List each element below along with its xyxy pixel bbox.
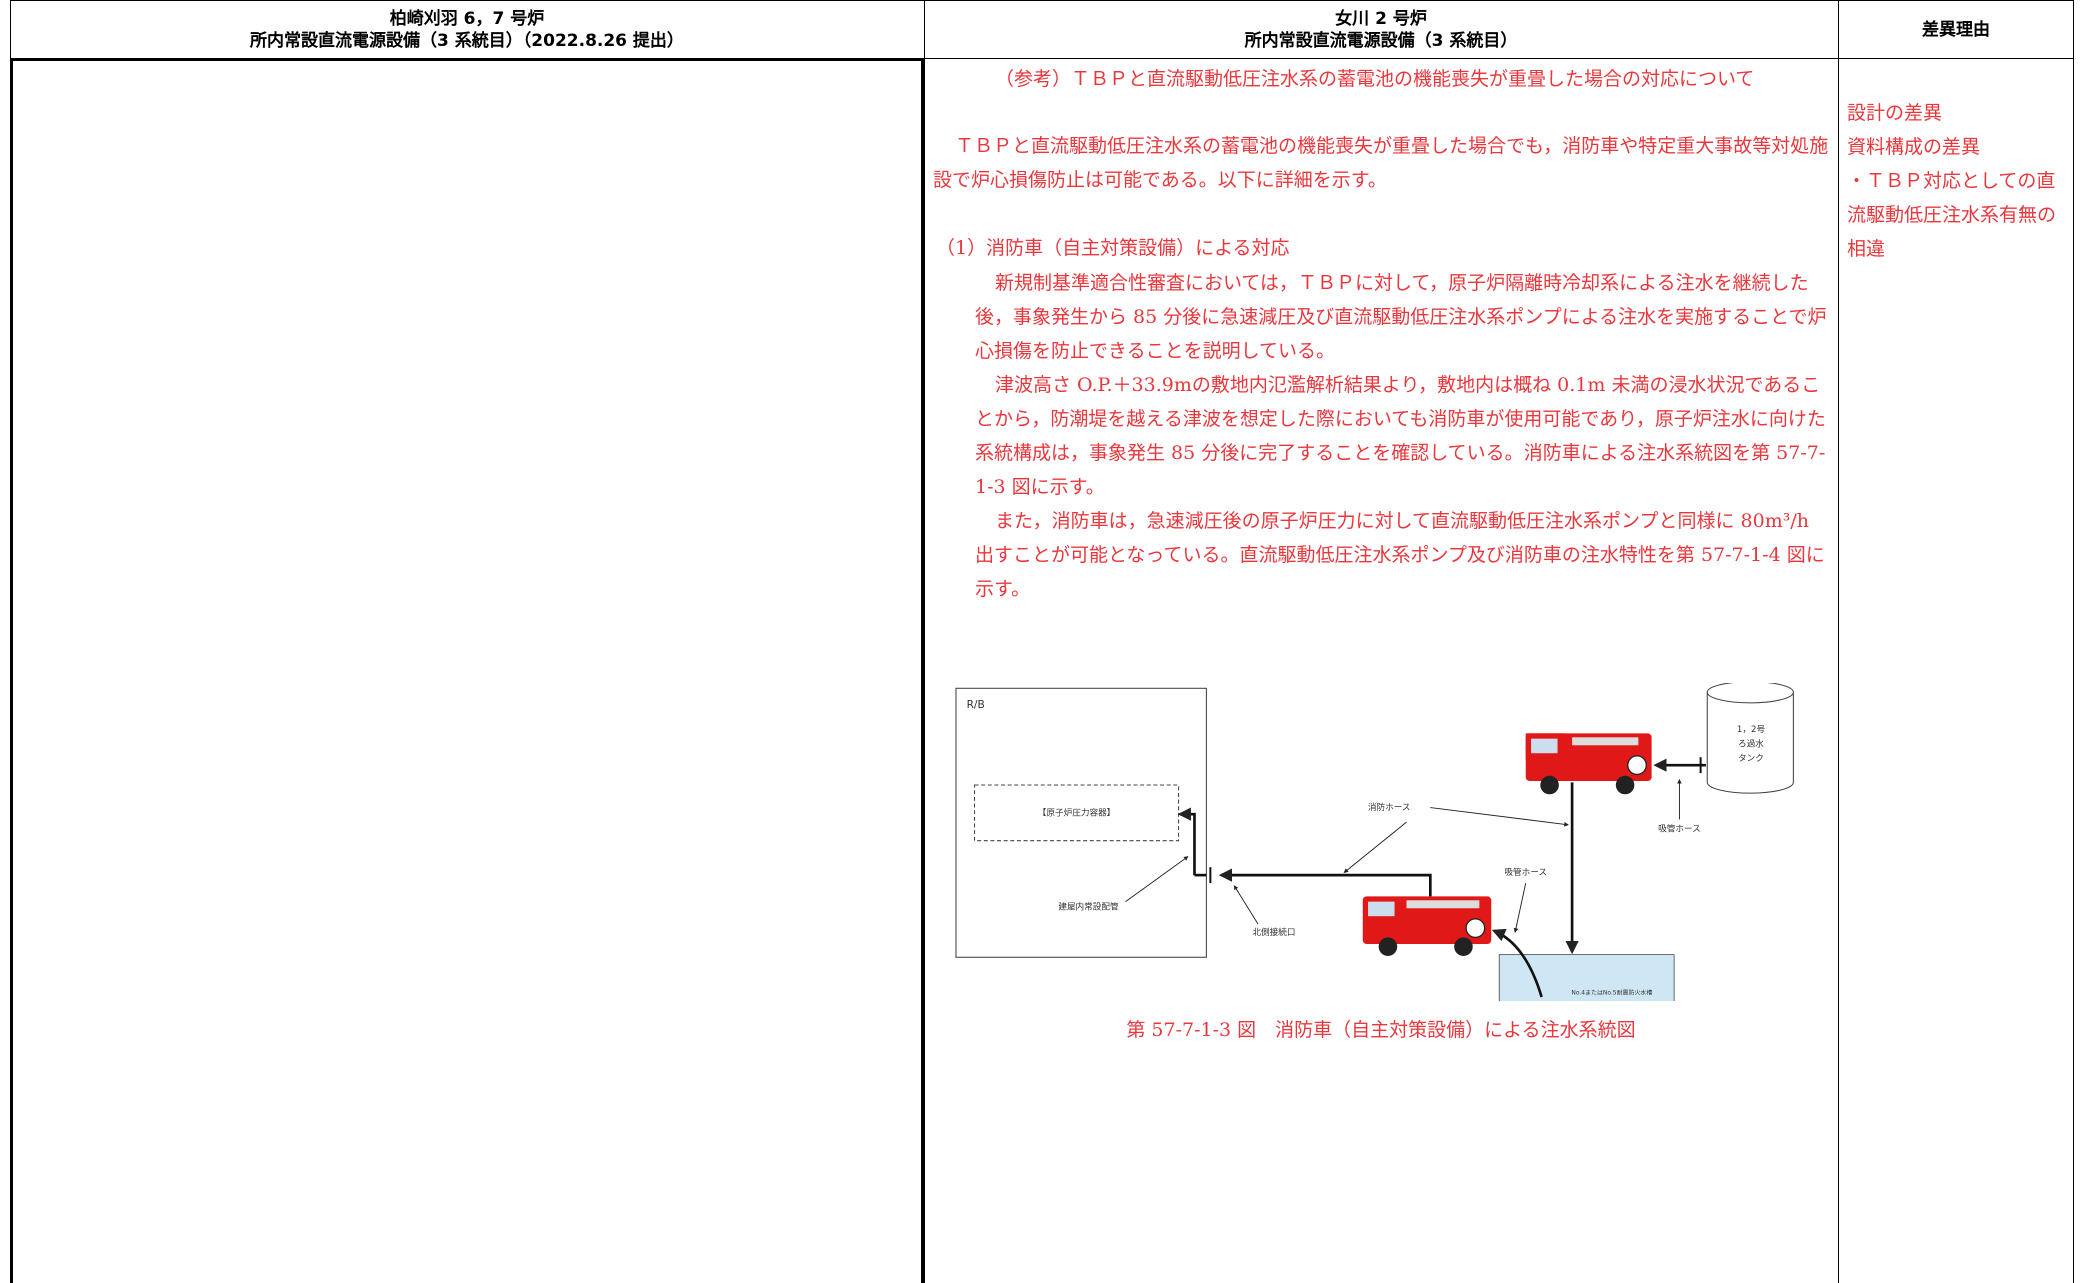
fig-label: 吸管ホース — [1658, 822, 1701, 834]
header-rule — [10, 58, 2074, 59]
fig-label: タンク — [1738, 753, 1764, 764]
middle-title: （参考）ＴＢＰと直流駆動低圧注水系の蓄電池の機能喪失が重畳した場合の対応について — [995, 68, 1755, 90]
fig-label: ろ過水 — [1738, 738, 1764, 750]
fig-label: 建屋内常設配管 — [1058, 901, 1119, 913]
col-divider — [924, 0, 925, 60]
reason: ・ＴＢＰ対応としての直流駆動低圧注水系有無の相違 — [1847, 170, 2057, 260]
reason: 設計の差異 — [1847, 102, 1943, 124]
header-line: 女川 2 号炉 — [1335, 9, 1427, 29]
intro: ＴＢＰと直流駆動低圧注水系の蓄電池の機能喪失が重畳した場合でも，消防車や特定重大… — [933, 135, 1829, 191]
fig-label: 1，2号 — [1737, 724, 1766, 735]
header-line: 柏崎刈羽 6，7 号炉 — [389, 9, 545, 29]
col-divider — [1838, 0, 1839, 1283]
header-left: 柏崎刈羽 6，7 号炉 所内常設直流電源設備（3 系統目）（2022.8.26 … — [10, 2, 924, 58]
reasons: 設計の差異 資料構成の差異 ・ＴＢＰ対応としての直流駆動低圧注水系有無の相違 — [1847, 96, 2069, 266]
header-line: 所内常設直流電源設備（3 系統目） — [1244, 31, 1518, 51]
left-body-frame — [10, 58, 925, 1283]
paragraph: また，消防車は，急速減圧後の原子炉圧力に対して直流駆動低圧注水系ポンプと同様に … — [975, 510, 1825, 600]
body-text: 新規制基準適合性審査においては，ＴＢＰに対して，原子炉隔離時冷却系による注水を継… — [975, 266, 1830, 606]
fig-label: 吸管ホース — [1504, 866, 1547, 878]
header-line: 所内常設直流電源設備（3 系統目）（2022.8.26 提出） — [250, 31, 684, 51]
fig-label: 北側接続口 — [1252, 926, 1295, 938]
header-middle: 女川 2 号炉 所内常設直流電源設備（3 系統目） — [924, 2, 1838, 58]
figure-caption: 第 57-7-1-3 図 消防車（自主対策設備）による注水系統図 — [1126, 1019, 1636, 1041]
paragraph: 津波高さ O.P.＋33.9mの敷地内氾濫解析結果より，敷地内は概ね 0.1m … — [975, 374, 1826, 498]
header-line: 差異理由 — [1922, 20, 1990, 40]
fig-label: 消防ホース — [1368, 801, 1411, 813]
reason: 資料構成の差異 — [1847, 136, 1981, 158]
fig-label: R/B — [967, 699, 985, 711]
figure: R/B 【原子炉圧力容器】 1，2号 ろ過水 タンク No.4またはNo.5耐震… — [955, 683, 1794, 1001]
fig-label: No.4またはNo.5耐震防火水槽 — [1571, 988, 1652, 996]
fire-truck — [1362, 896, 1492, 956]
section-heading: （1）消防車（自主対策設備）による対応 — [936, 237, 1290, 259]
paragraph: 新規制基準適合性審査においては，ＴＢＰに対して，原子炉隔離時冷却系による注水を継… — [975, 272, 1827, 362]
fire-truck — [1525, 733, 1652, 795]
header-right: 差異理由 — [1838, 2, 2074, 58]
fig-label: 【原子炉圧力容器】 — [1038, 806, 1115, 818]
